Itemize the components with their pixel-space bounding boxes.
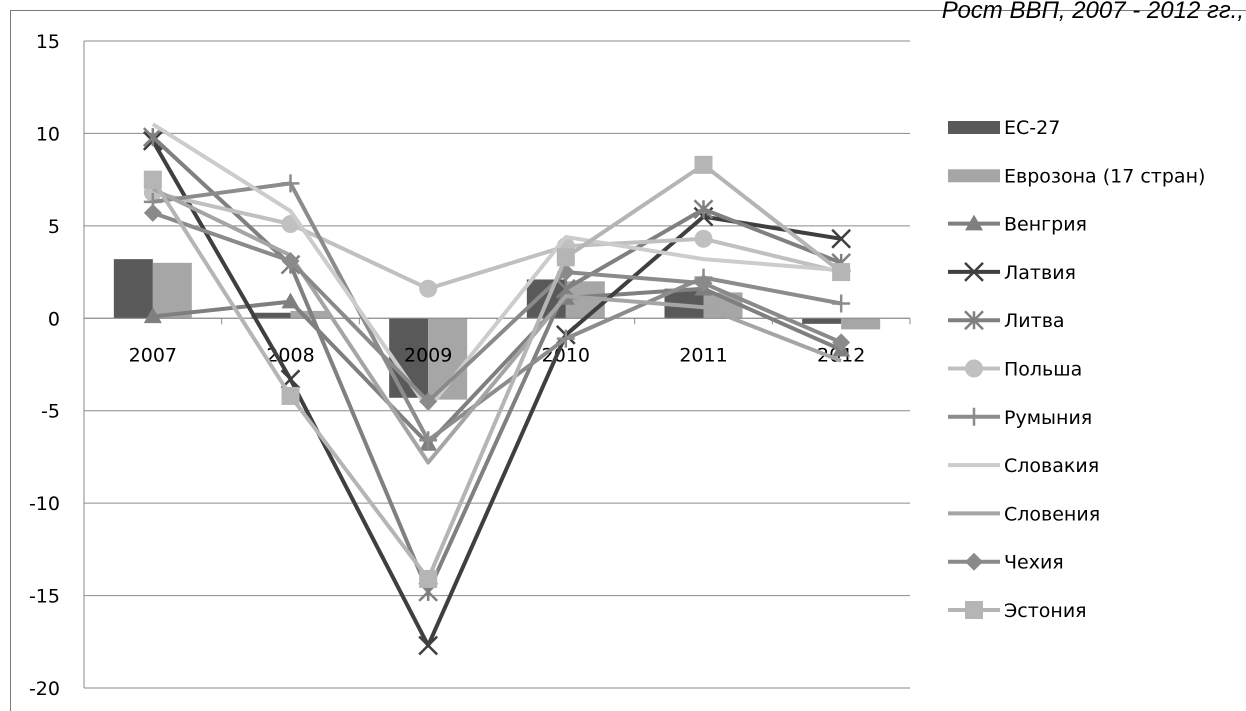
legend-label: Венгрия: [1004, 214, 1087, 236]
legend-swatch: [948, 169, 1000, 183]
legend: ЕС-27 Еврозона (17 стран) Венгрия Латвия Лит…: [948, 117, 1205, 622]
legend-label: Литва: [1004, 310, 1065, 332]
data-point: [694, 155, 713, 174]
data-point: [419, 279, 438, 298]
data-point: [418, 635, 439, 656]
legend-label: Еврозона (17 стран): [1004, 165, 1205, 187]
series-line: [151, 135, 842, 594]
bar: [802, 318, 842, 324]
data-point: [694, 229, 713, 248]
series-line: [152, 190, 842, 291]
y-tick-label: -5: [41, 401, 60, 423]
data-point: [419, 392, 438, 411]
y-tick-label: 0: [48, 308, 60, 330]
legend-label: Чехия: [1004, 552, 1064, 574]
data-point: [142, 127, 163, 148]
data-point: [831, 228, 852, 249]
legend-label: Словения: [1004, 503, 1100, 525]
bar: [251, 312, 291, 319]
legend-marker: [965, 359, 983, 378]
bar: [152, 262, 192, 319]
legend-label: Польша: [1004, 359, 1082, 381]
grid-layer: [83, 40, 910, 689]
data-point: [281, 386, 300, 405]
legend-marker: [964, 262, 984, 282]
series-line: [152, 286, 842, 446]
chart-frame: Рост ВВП, 2007 - 2012 гг.,: [10, 0, 1246, 711]
series-line: [151, 187, 842, 465]
x-tick-label: 2011: [679, 344, 727, 366]
series-line: [151, 139, 842, 648]
data-point: [143, 307, 162, 324]
series-line: [151, 162, 843, 581]
data-point: [694, 274, 713, 293]
line-layer: [142, 122, 852, 656]
legend-label: ЕС-27: [1004, 117, 1060, 139]
x-tick-label: 2007: [129, 344, 177, 366]
axis-layer: 151050-5-10-15-2020072008200920102011201…: [29, 31, 911, 700]
series-line: [152, 211, 842, 404]
y-tick-label: -10: [29, 493, 60, 515]
legend-marker: [964, 310, 984, 331]
data-point: [281, 251, 300, 270]
y-tick-label: -20: [29, 678, 60, 700]
legend-marker: [965, 552, 983, 571]
legend-label: Румыния: [1004, 407, 1092, 429]
data-point: [281, 292, 300, 309]
legend-label: Словакия: [1004, 455, 1099, 477]
bar: [113, 259, 153, 319]
bar: [389, 318, 429, 398]
data-point: [143, 203, 162, 222]
data-point: [419, 569, 438, 588]
series-line: [151, 122, 842, 411]
x-tick-label: 2009: [404, 344, 452, 366]
y-tick-label: -15: [29, 586, 60, 608]
data-point: [419, 431, 438, 450]
data-point: [832, 333, 851, 352]
data-point: [832, 294, 851, 313]
y-tick-label: 10: [36, 123, 60, 145]
data-point: [143, 170, 162, 189]
legend-marker: [965, 407, 983, 426]
y-tick-label: 5: [48, 216, 60, 238]
data-point: [281, 174, 300, 193]
series-line: [152, 181, 842, 443]
data-point: [556, 248, 575, 267]
legend-marker: [965, 214, 983, 231]
legend-label: Эстония: [1004, 600, 1087, 622]
legend-swatch: [948, 121, 1000, 134]
y-tick-label: 15: [36, 31, 60, 53]
legend-label: Латвия: [1004, 262, 1076, 284]
data-point: [556, 329, 575, 348]
legend-marker: [965, 601, 983, 619]
chart-caption: Рост ВВП, 2007 - 2012 гг.,: [941, 0, 1244, 24]
bar: [841, 318, 881, 330]
data-point: [693, 199, 714, 220]
data-point: [832, 263, 851, 282]
